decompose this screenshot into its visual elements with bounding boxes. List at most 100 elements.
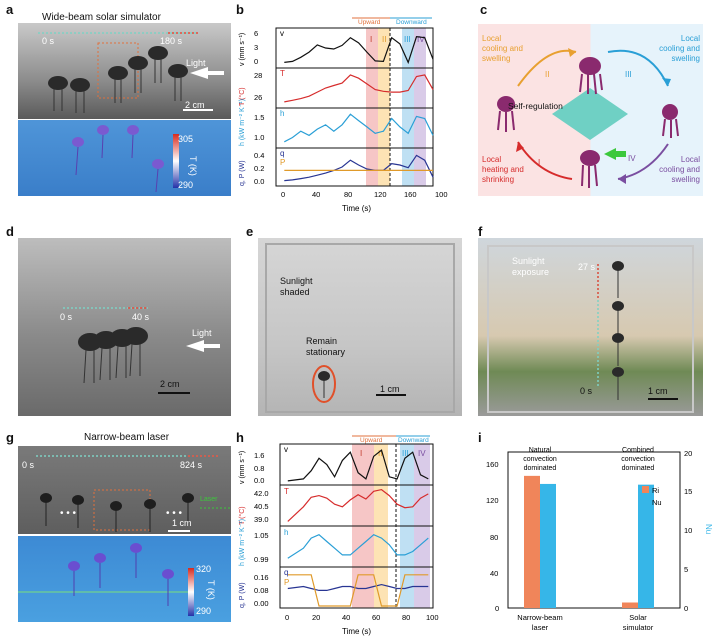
colorbar-a-max: 305 [178,134,194,144]
i-category-label-0-1: laser [532,623,549,632]
panel-letter-e: e [246,224,254,239]
b-tick-v-3: 3 [254,43,258,52]
b-xtick-100: 100 [435,190,448,199]
panel-a-title: Wide-beam solar simulator [42,12,161,23]
panel-b-chart: Upward Downward I II III IV 6 3 0 28 26 … [238,17,448,213]
h-ylabel-T: T (°C) [238,506,246,525]
h-lines-series-q [287,583,429,591]
panel-a-time-start: 0 s [42,36,55,46]
h-tick-qp-000: 0.00 [254,599,269,608]
c-br-line2: cooling and [659,165,700,174]
panel-a-light-label: Light [186,58,206,68]
c-phase-II: II [545,70,550,79]
colorbar-a-unit: T (K) [188,156,198,176]
c-tr-line2: cooling and [659,44,700,53]
colorbar-g-unit: T (K) [206,580,216,600]
c-bl-line3: shrinking [482,175,515,184]
photo-e [258,238,462,416]
i-note2-line3: dominated [622,465,655,472]
h-xlabel: Time (s) [342,627,371,636]
b-xtick-80: 80 [344,190,352,199]
h-downward-label: Downward [398,437,429,444]
panel-letter-b: b [236,2,244,17]
h-lines-series-h [287,533,429,559]
panel-letter-c: c [480,2,488,17]
light-arrow-icon [604,148,616,160]
panel-letter-d: d [6,224,14,239]
b-lines-series-v [284,36,434,65]
photo-g: • • • • • • [18,446,231,534]
e-stationary-line2: stationary [306,347,346,357]
f-time-end: 27 s [578,262,596,272]
h-tick-v-16: 1.6 [254,451,264,460]
i-bar-Nu-0 [540,483,556,608]
stationary-circle [312,365,336,403]
h-tick-v-08: 0.8 [254,464,264,473]
h-phase-II: II [378,449,382,458]
e-sunlight-shaded: Sunlight shaded [280,276,313,298]
b-phase-I: I [370,35,372,44]
panel-h-chart: Upward Downward I II III IV 1.6 0.8 0.0 … [238,435,439,636]
i-bar-Ri-0 [524,475,540,608]
jellyfish-icons [497,57,678,166]
b-xtick-0: 0 [281,190,285,199]
b-tick-h-15: 1.5 [254,113,264,122]
h-xtick-100: 100 [426,613,439,622]
thermal-jellyfish-a [72,125,164,193]
h-ylabel-qP: q, P (W) [239,582,246,608]
b-lines-series-q [284,154,434,182]
i-bar-Nu-1 [638,484,654,608]
panel-letter-h: h [236,430,244,445]
b-ylabel-h: h (kW m⁻² K⁻¹) [239,99,246,146]
panel-a-time-end: 180 s [160,36,183,46]
c-bottom-left-text: Local heating and shrinking [482,155,524,185]
panel-d-light-label: Light [192,328,212,338]
i-category-label-1-0: Solar [629,613,647,622]
b-legend-q: q [280,149,284,158]
c-bl-line1: Local [482,155,502,164]
h-tick-qp-016: 0.16 [254,573,269,582]
colorbar-g [188,568,194,616]
h-xtick-40: 40 [342,613,350,622]
b-tick-T-26: 26 [254,93,262,102]
h-legend-P: P [284,578,289,587]
h-ylabel-h: h (kW m⁻² K⁻¹) [239,519,246,566]
svg-text:• • •: • • • [60,508,77,519]
c-top-right-text: Local cooling and swelling [650,34,700,64]
h-lines-series-T [287,488,429,522]
panel-f-scale-label: 1 cm [648,386,668,396]
i-note1-line1: Natural [529,447,552,454]
h-upward-label: Upward [360,437,383,444]
b-xtick-160: 160 [404,190,417,199]
panel-letter-f: f [478,224,483,239]
panel-a-scale-label: 2 cm [185,100,205,110]
b-xtick-40: 40 [312,190,320,199]
h-phase-I: I [360,449,362,458]
c-bl-line2: heating and [482,165,524,174]
f-sunlight-exposure: Sunlight exposure [512,256,549,278]
i-bar-Ri-1 [622,602,638,608]
self-regulation-cycle [497,48,679,188]
b-tick-v-6: 6 [254,29,258,38]
i-right-tick-15: 15 [684,487,692,496]
tank-f [487,245,694,413]
c-center-label: Self-regulation [508,101,563,111]
panel-c-diagram [478,24,703,196]
b-phase-IV: IV [417,35,425,44]
c-br-line1: Local [680,155,700,164]
i-note1-line3: dominated [524,465,557,472]
h-legend-h: h [284,528,288,537]
light-arrow-icon [190,67,208,79]
h-lines-series-P [287,574,429,607]
self-regulation-diamond [552,88,628,140]
c-top-left-text: Local cooling and swelling [482,34,523,64]
e-remain-stationary: Remain stationary [306,336,345,358]
b-tick-qp-02: 0.2 [254,164,264,173]
i-right-axis-label: Nu [704,524,712,534]
panel-e-scale-label: 1 cm [380,384,400,394]
panel-d-time-end: 40 s [132,312,150,322]
b-phase-bands [366,28,426,186]
panel-d-scale-label: 2 cm [160,379,180,389]
panel-d-time-start: 0 s [60,312,73,322]
h-phase-IV: IV [418,449,426,458]
